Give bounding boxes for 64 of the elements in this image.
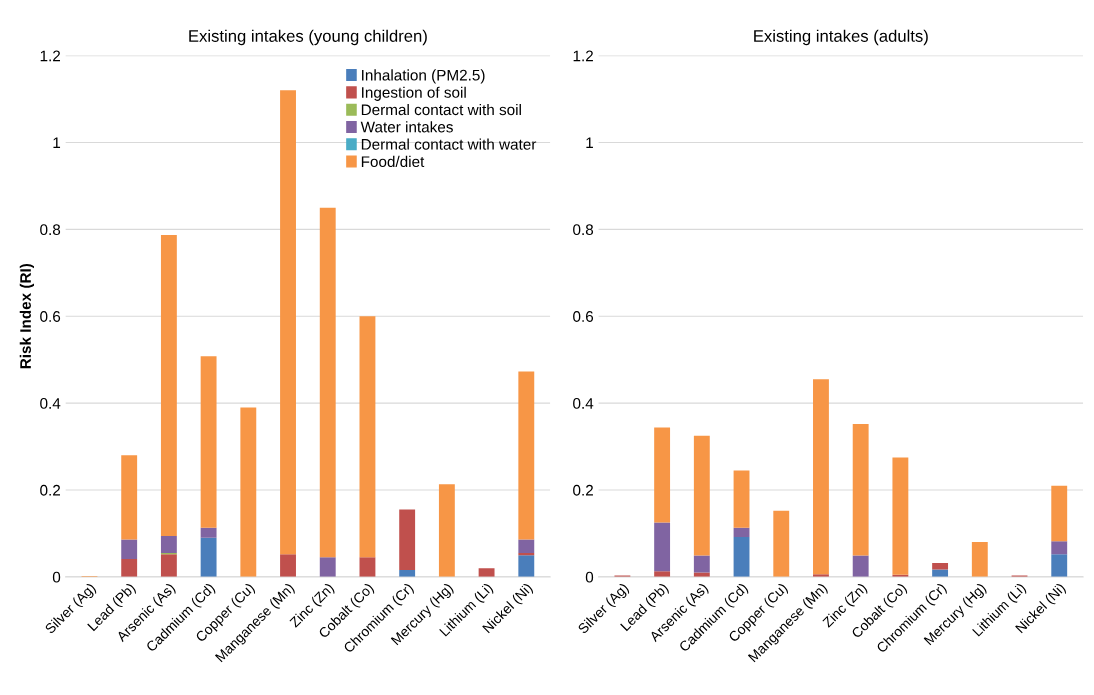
legend-label: Inhalation (PM2.5) xyxy=(362,69,485,84)
y-tick-label: 0.2 xyxy=(40,484,61,496)
y-tick-label: 1.2 xyxy=(40,50,61,62)
bar xyxy=(852,555,869,577)
bar xyxy=(200,537,217,577)
legend-label: Dermal contact with soil xyxy=(361,103,521,116)
bar xyxy=(438,484,455,577)
y-tick-label: 0 xyxy=(52,571,61,583)
bar xyxy=(733,527,750,537)
y-tick-label: 0.2 xyxy=(573,484,593,496)
bar xyxy=(654,427,671,523)
chart-title: Existing intakes (young children) xyxy=(189,29,427,46)
y-tick-label: 1 xyxy=(586,137,593,149)
bar xyxy=(813,379,829,575)
bar xyxy=(319,557,336,577)
bar xyxy=(280,90,296,555)
bar xyxy=(932,562,949,570)
bar xyxy=(280,554,296,577)
y-tick-label: 1.2 xyxy=(573,50,593,62)
bar xyxy=(200,356,217,528)
bar xyxy=(852,423,869,556)
bar xyxy=(1051,485,1068,542)
bar xyxy=(240,407,257,577)
legend-label: Ingestion of soil xyxy=(362,86,466,101)
bar xyxy=(1051,554,1068,577)
y-tick-label: 0.4 xyxy=(40,397,61,409)
y-tick-label: 0.6 xyxy=(40,311,61,322)
bar xyxy=(478,568,495,577)
bar xyxy=(518,552,535,556)
bar xyxy=(932,569,949,577)
y-tick-label: 0 xyxy=(585,571,594,583)
bar xyxy=(160,235,177,537)
bar xyxy=(399,509,416,570)
bar xyxy=(121,559,138,577)
bar xyxy=(121,539,138,560)
y-tick-label: 1 xyxy=(53,137,61,149)
bar xyxy=(160,536,177,553)
bar xyxy=(359,557,376,577)
legend-label: Water intakes xyxy=(360,121,453,133)
bar xyxy=(773,510,790,577)
legend-label: Dermal contact with water xyxy=(361,138,537,150)
bar xyxy=(518,539,535,553)
bar xyxy=(1051,541,1068,555)
bar xyxy=(518,555,535,577)
y-tick-label: 0.8 xyxy=(40,224,61,236)
bar xyxy=(693,435,710,556)
y-tick-label: 0.6 xyxy=(573,311,594,322)
bar xyxy=(971,542,988,577)
chart-title: Existing intakes (adults) xyxy=(754,29,928,46)
bar xyxy=(160,554,177,577)
bar xyxy=(733,536,750,577)
y-tick-label: 0.4 xyxy=(573,397,594,409)
bar xyxy=(359,316,376,558)
legend-label: Food/diet xyxy=(361,155,425,168)
bar xyxy=(121,455,138,540)
y-axis-title: Risk Index (RI) xyxy=(19,263,34,369)
bar xyxy=(200,527,217,538)
bar xyxy=(892,457,909,575)
bar xyxy=(733,470,750,528)
bar xyxy=(693,555,710,573)
bar xyxy=(654,522,671,572)
bar xyxy=(518,371,535,540)
y-tick-label: 0.8 xyxy=(573,224,594,236)
bar xyxy=(319,207,336,558)
